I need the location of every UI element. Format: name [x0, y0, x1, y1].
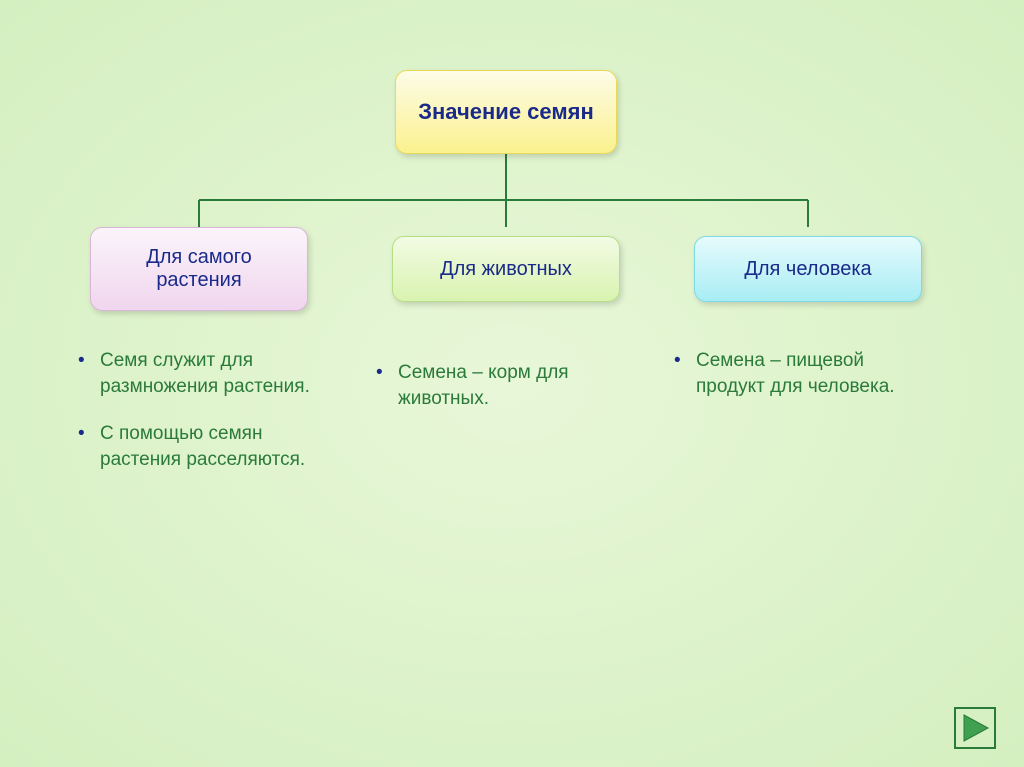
- bullet-item: С помощью семян растения расселяются.: [72, 421, 312, 472]
- child-node-human: Для человека: [694, 236, 922, 302]
- child-label: Для самого растения: [111, 246, 287, 292]
- bullet-item: Семя служит для размножения растения.: [72, 348, 312, 399]
- root-node: Значение семян: [395, 70, 617, 154]
- bullet-item: Семена – пищевой продукт для человека.: [668, 348, 918, 399]
- forward-icon: [954, 707, 996, 749]
- root-label: Значение семян: [418, 99, 594, 125]
- child-label: Для человека: [744, 258, 871, 281]
- child-label: Для животных: [440, 258, 572, 281]
- child-node-animals: Для животных: [392, 236, 620, 302]
- next-slide-button[interactable]: [954, 707, 996, 749]
- child-node-plant: Для самого растения: [90, 227, 308, 311]
- bullet-list-animals: Семена – корм для животных.: [370, 360, 610, 433]
- bullet-list-human: Семена – пищевой продукт для человека.: [668, 348, 918, 421]
- bullet-item: Семена – корм для животных.: [370, 360, 610, 411]
- diagram-canvas: Значение семян Для самого растения Семя с…: [0, 0, 1024, 767]
- bullet-list-plant: Семя служит для размножения растения. С п…: [72, 348, 312, 495]
